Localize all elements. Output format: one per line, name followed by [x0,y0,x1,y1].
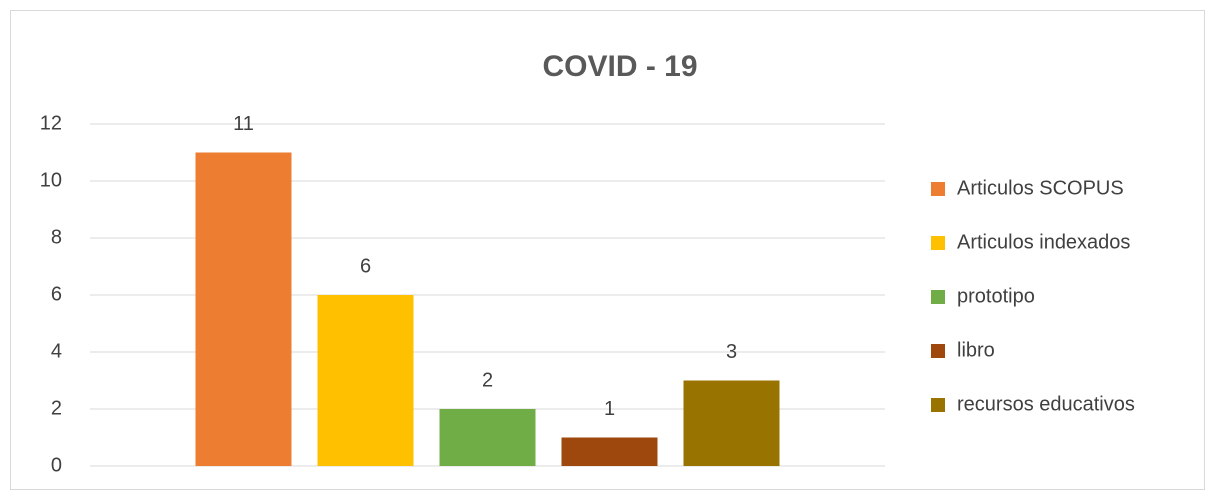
chart-title: COVID - 19 [542,50,697,83]
y-tick-label: 0 [51,454,62,476]
data-label: 11 [233,113,254,135]
legend-label: Articulos indexados [957,231,1130,253]
legend-label: Articulos SCOPUS [957,177,1124,199]
y-tick-label: 4 [51,340,62,362]
y-tick-label: 8 [51,226,62,248]
legend-swatch [931,344,945,358]
y-tick-label: 12 [40,112,62,134]
data-label: 1 [604,398,615,420]
legend-swatch [931,182,945,196]
legend-label: libro [957,339,995,361]
bar [561,437,658,466]
data-label: 6 [360,255,371,277]
data-label: 3 [726,341,737,363]
bar [317,295,414,466]
bar [683,380,780,466]
y-tick-label: 6 [51,283,62,305]
legend-label: prototipo [957,285,1035,307]
y-tick-label: 2 [51,397,62,419]
legend-swatch [931,398,945,412]
data-label: 2 [482,369,493,391]
bar [439,409,536,466]
legend-swatch [931,290,945,304]
legend-swatch [931,236,945,250]
legend-label: recursos educativos [957,393,1135,415]
bar [195,152,292,466]
y-tick-label: 10 [40,169,62,191]
